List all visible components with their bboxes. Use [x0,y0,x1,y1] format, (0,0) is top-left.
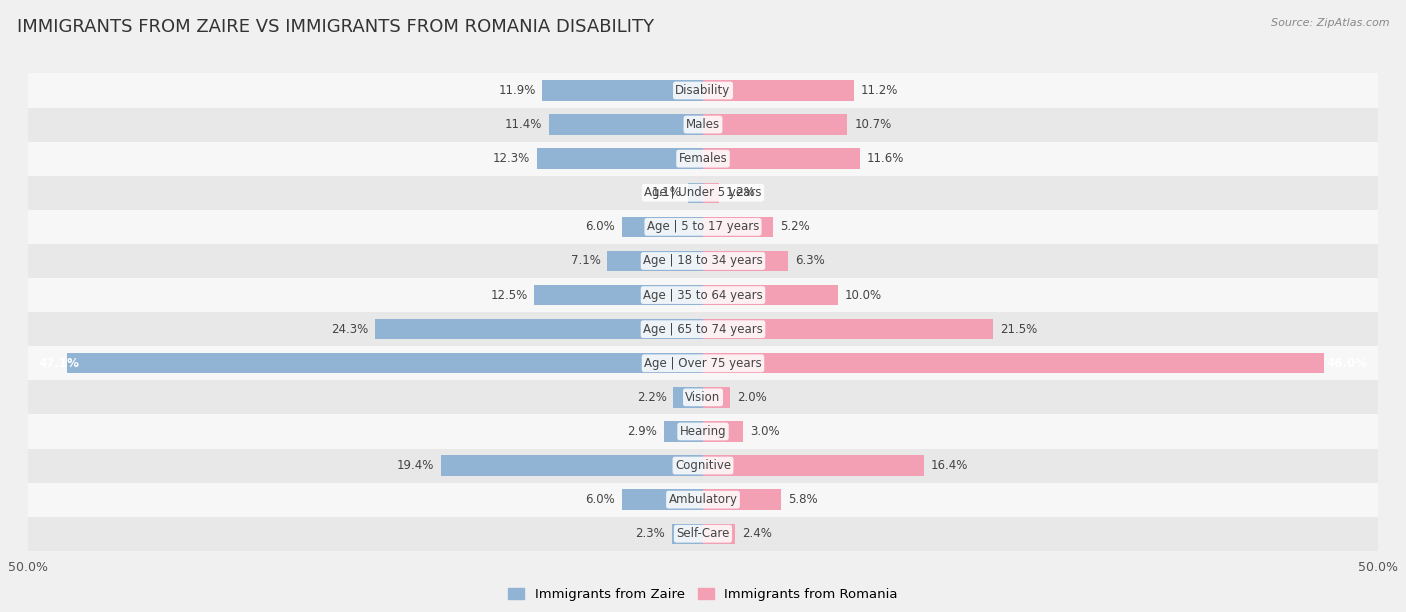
Text: 11.4%: 11.4% [505,118,543,131]
Bar [28,449,1378,483]
Text: 1.2%: 1.2% [725,186,756,200]
Bar [28,414,1378,449]
Text: 2.4%: 2.4% [742,528,772,540]
Text: 46.0%: 46.0% [1326,357,1367,370]
Bar [28,176,1378,210]
Bar [28,312,1378,346]
Text: 6.0%: 6.0% [585,220,616,233]
Bar [703,319,993,340]
Text: 47.1%: 47.1% [39,357,80,370]
Bar [688,182,703,203]
Bar [28,210,1378,244]
Bar [703,149,859,169]
Text: Age | Over 75 years: Age | Over 75 years [644,357,762,370]
Bar [28,346,1378,380]
Text: 6.3%: 6.3% [794,255,824,267]
Text: Self-Care: Self-Care [676,528,730,540]
Text: 10.0%: 10.0% [845,289,882,302]
Text: 2.2%: 2.2% [637,391,666,404]
Bar [703,182,720,203]
Bar [607,251,703,271]
Bar [534,285,703,305]
Bar [703,387,730,408]
Bar [673,387,703,408]
Text: Hearing: Hearing [679,425,727,438]
Text: 24.3%: 24.3% [330,323,368,335]
Text: Males: Males [686,118,720,131]
Bar [621,217,703,237]
Bar [703,353,1324,373]
Bar [537,149,703,169]
Text: 12.3%: 12.3% [494,152,530,165]
Text: Cognitive: Cognitive [675,459,731,472]
Text: Age | 18 to 34 years: Age | 18 to 34 years [643,255,763,267]
Text: 7.1%: 7.1% [571,255,600,267]
Bar [703,421,744,442]
Text: 11.2%: 11.2% [860,84,898,97]
Text: Age | 65 to 74 years: Age | 65 to 74 years [643,323,763,335]
Bar [703,490,782,510]
Text: 3.0%: 3.0% [751,425,780,438]
Text: Disability: Disability [675,84,731,97]
Text: 1.1%: 1.1% [651,186,682,200]
Bar [543,80,703,101]
Legend: Immigrants from Zaire, Immigrants from Romania: Immigrants from Zaire, Immigrants from R… [503,583,903,606]
Bar [703,523,735,544]
Bar [703,251,787,271]
Text: 5.8%: 5.8% [787,493,818,506]
Bar [550,114,703,135]
Bar [703,114,848,135]
Text: Age | 35 to 64 years: Age | 35 to 64 years [643,289,763,302]
Text: 2.9%: 2.9% [627,425,657,438]
Text: 2.0%: 2.0% [737,391,766,404]
Bar [621,490,703,510]
Text: Vision: Vision [685,391,721,404]
Bar [28,380,1378,414]
Bar [28,244,1378,278]
Text: Age | Under 5 years: Age | Under 5 years [644,186,762,200]
Bar [672,523,703,544]
Bar [67,353,703,373]
Text: IMMIGRANTS FROM ZAIRE VS IMMIGRANTS FROM ROMANIA DISABILITY: IMMIGRANTS FROM ZAIRE VS IMMIGRANTS FROM… [17,18,654,36]
Text: Females: Females [679,152,727,165]
Bar [703,217,773,237]
Bar [441,455,703,476]
Bar [703,455,924,476]
Text: 16.4%: 16.4% [931,459,969,472]
Text: 5.2%: 5.2% [780,220,810,233]
Text: 6.0%: 6.0% [585,493,616,506]
Text: 2.3%: 2.3% [636,528,665,540]
Bar [28,278,1378,312]
Bar [28,141,1378,176]
Text: 11.9%: 11.9% [498,84,536,97]
Bar [664,421,703,442]
Bar [28,73,1378,108]
Text: 12.5%: 12.5% [491,289,527,302]
Text: 21.5%: 21.5% [1000,323,1038,335]
Bar [28,517,1378,551]
Text: Source: ZipAtlas.com: Source: ZipAtlas.com [1271,18,1389,28]
Bar [703,285,838,305]
Bar [375,319,703,340]
Text: 10.7%: 10.7% [855,118,891,131]
Text: Age | 5 to 17 years: Age | 5 to 17 years [647,220,759,233]
Bar [28,483,1378,517]
Bar [703,80,855,101]
Text: 19.4%: 19.4% [396,459,434,472]
Text: 11.6%: 11.6% [866,152,904,165]
Text: Ambulatory: Ambulatory [668,493,738,506]
Bar [28,108,1378,141]
